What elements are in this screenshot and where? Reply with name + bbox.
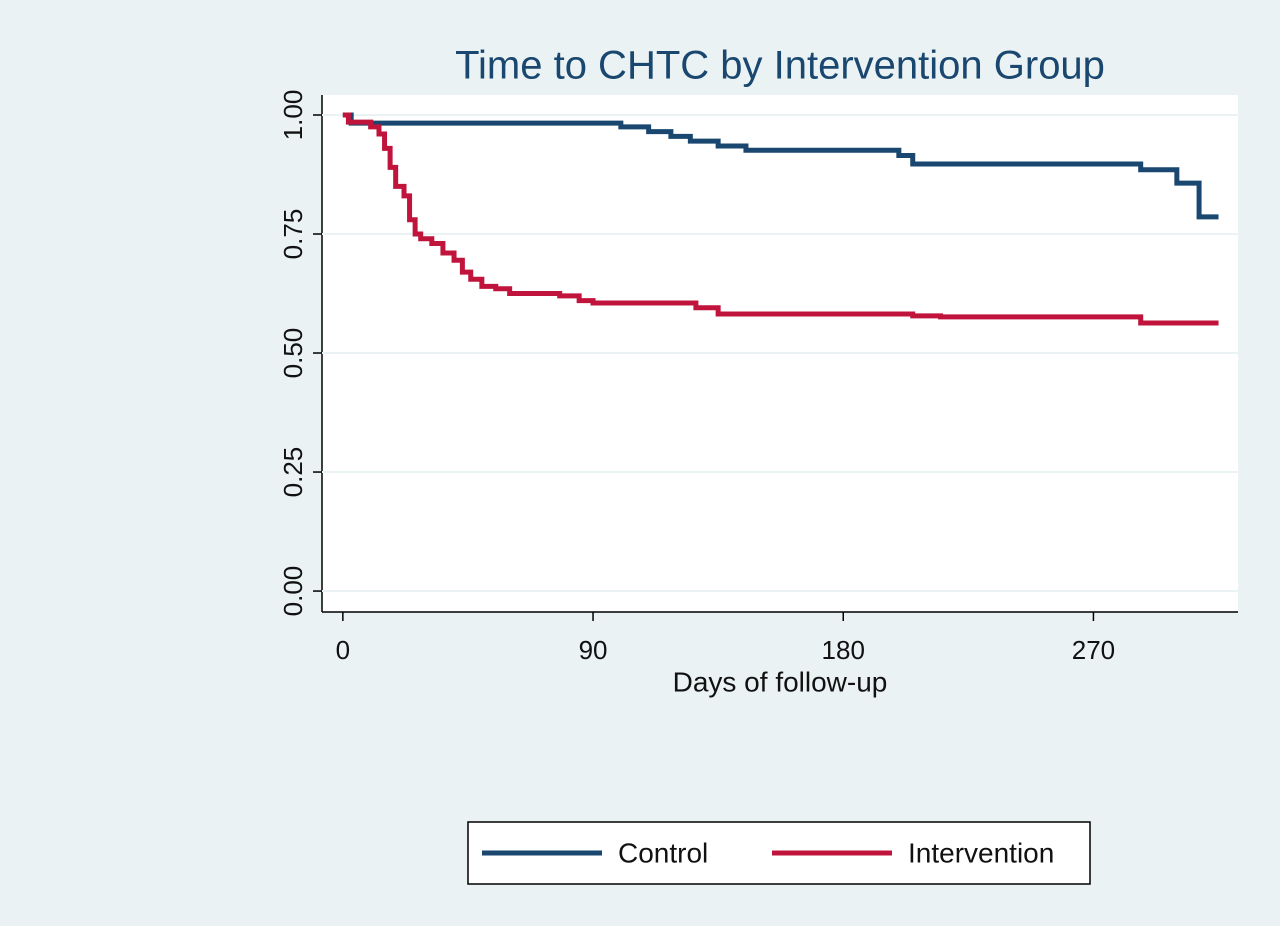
chart-title: Time to CHTC by Intervention Group [455, 44, 1105, 88]
x-tick-label: 180 [822, 635, 865, 665]
legend-label: Intervention [908, 837, 1054, 868]
survival-curve [342, 112, 1219, 326]
y-tick-label: 0.50 [278, 328, 308, 379]
x-axis-label: Days of follow-up [673, 666, 888, 697]
y-tick-label: 0.25 [278, 447, 308, 498]
x-tick-label: 270 [1072, 635, 1115, 665]
y-tick-label: 0.75 [278, 209, 308, 260]
y-tick-label: 1.00 [278, 90, 308, 141]
x-tick-label: 90 [579, 635, 608, 665]
survival-curve [342, 112, 1219, 220]
x-tick-label: 0 [336, 635, 350, 665]
legend-label: Control [618, 837, 708, 868]
y-tick-label: 0.00 [278, 566, 308, 617]
